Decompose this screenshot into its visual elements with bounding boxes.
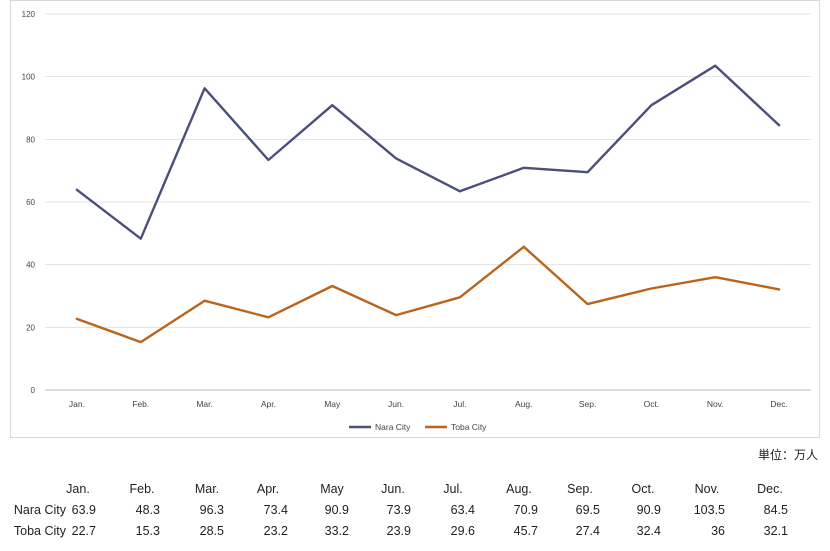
table-header-cell: Sep.: [567, 482, 593, 496]
table-cell: 69.5: [575, 503, 600, 517]
x-tick-label: May: [324, 399, 341, 409]
table-cell: 32.1: [763, 524, 788, 538]
x-tick-label: Jun.: [388, 399, 404, 409]
table-cell: 29.6: [450, 524, 475, 538]
table-cell: 36: [711, 524, 725, 538]
legend-label: Nara City: [375, 422, 411, 432]
table-header-cell: Jul.: [443, 482, 463, 496]
table-cell: 22.7: [71, 524, 96, 538]
y-tick-label: 120: [22, 10, 36, 19]
table-cell: 84.5: [763, 503, 788, 517]
table-cell: 33.2: [324, 524, 349, 538]
x-tick-label: Nov.: [707, 399, 724, 409]
x-tick-label: Jul.: [453, 399, 466, 409]
y-tick-label: 20: [26, 323, 35, 332]
y-tick-label: 0: [31, 386, 36, 395]
table-header-cell: Jun.: [381, 482, 405, 496]
table-cell: 103.5: [693, 503, 725, 517]
table-cell: 48.3: [135, 503, 160, 517]
table-header-cell: Mar.: [194, 482, 220, 496]
x-tick-label: Feb.: [132, 399, 149, 409]
table-header-cell: Feb.: [129, 482, 155, 496]
table-header-cell: Jan.: [66, 482, 90, 496]
x-tick-label: Jan.: [69, 399, 85, 409]
table-cell: 63.4: [450, 503, 475, 517]
table-header-cell: Dec.: [757, 482, 783, 496]
table-cell: 90.9: [324, 503, 349, 517]
x-tick-label: Apr.: [261, 399, 276, 409]
table-cell: 73.9: [386, 503, 411, 517]
table-header-cell: Oct.: [631, 482, 655, 496]
table-cell: 15.3: [135, 524, 160, 538]
series-line-toba-city: [75, 245, 781, 344]
table-cell: 28.5: [199, 524, 224, 538]
unit-label: 単位：万人: [757, 448, 818, 462]
series-line-nara-city: [75, 64, 781, 240]
x-tick-label: Aug.: [515, 399, 533, 409]
table-cell: 73.4: [263, 503, 288, 517]
table-cell: 96.3: [199, 503, 224, 517]
table-cell: 32.4: [636, 524, 661, 538]
data-table: Jan. Feb. Mar. Apr. May Jun. Jul. Aug. Sep. Oct. N…: [0, 482, 830, 545]
table-cell: 23.9: [386, 524, 411, 538]
table-row: Nara City 63.9 48.3 96.3 73.4 90.9 73.9 63.4 70.…: [0, 503, 830, 524]
table-cell: 90.9: [636, 503, 661, 517]
table-header-cell: Nov.: [694, 482, 720, 496]
y-tick-label: 80: [26, 135, 35, 144]
table-cell: 23.2: [263, 524, 288, 538]
x-tick-label: Mar.: [196, 399, 213, 409]
line-chart: 0 20 40 60 80 100 120 Jan. Feb. Mar. Apr. May Jun. Ju…: [22, 10, 811, 432]
y-tick-label: 60: [26, 198, 35, 207]
x-tick-label: Dec.: [770, 399, 787, 409]
x-tick-label: Sep.: [579, 399, 597, 409]
table-header-row: Jan. Feb. Mar. Apr. May Jun. Jul. Aug. Sep. Oct. N…: [0, 482, 830, 503]
table-row: Toba City 22.7 15.3 28.5 23.2 33.2 23.9 29.6 45.…: [0, 524, 830, 545]
table-cell: 63.9: [71, 503, 96, 517]
legend-label: Toba City: [451, 422, 487, 432]
x-tick-label: Oct.: [644, 399, 660, 409]
table-row-name: Nara City: [13, 503, 66, 517]
table-header-cell: Aug.: [506, 482, 532, 496]
table-cell: 45.7: [513, 524, 538, 538]
table-cell: 70.9: [513, 503, 538, 517]
table-row-name: Toba City: [13, 524, 66, 538]
table-cell: 27.4: [575, 524, 600, 538]
chart-frame: 0 20 40 60 80 100 120 Jan. Feb. Mar. Apr. May Jun. Ju…: [10, 0, 820, 438]
table-header-cell: Apr.: [256, 482, 280, 496]
y-tick-label: 100: [22, 73, 36, 82]
table-header-cell: May: [320, 482, 344, 496]
y-tick-label: 40: [26, 261, 35, 270]
